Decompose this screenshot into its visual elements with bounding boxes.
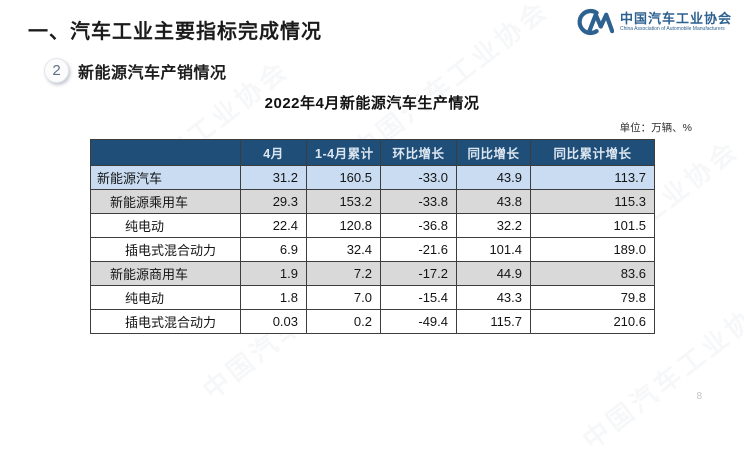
cell-value: -33.0 [380, 165, 457, 190]
cell-value: 210.6 [530, 309, 655, 334]
table-row: 新能源汽车 31.2 160.5 -33.0 43.9 113.7 [90, 165, 655, 190]
section-title: 新能源汽车产销情况 [78, 64, 227, 82]
page-number: 8 [696, 391, 702, 402]
logo-org-name-en: China Association of Automobile Manufact… [619, 25, 725, 32]
cell-value: 43.3 [456, 285, 531, 310]
cell-value: 22.4 [240, 213, 307, 238]
page-title: 一、汽车工业主要指标完成情况 [28, 21, 322, 43]
header-cell-yoy-growth: 同比增长 [456, 139, 531, 166]
cell-value: -15.4 [380, 285, 457, 310]
row-label: 插电式混合动力 [90, 237, 241, 262]
cell-value: 0.2 [306, 309, 381, 334]
cell-value: 32.4 [306, 237, 381, 262]
header-cell-yoy-cumulative-growth: 同比累计增长 [530, 139, 655, 166]
header-cell-cumulative: 1-4月累计 [306, 139, 381, 166]
cell-value: 101.4 [456, 237, 531, 262]
cell-value: 32.2 [456, 213, 531, 238]
cell-value: 115.7 [456, 309, 531, 334]
cell-value: 7.0 [306, 285, 381, 310]
cell-value: 160.5 [306, 165, 381, 190]
row-label: 新能源乘用车 [90, 189, 241, 214]
header-cell-category [90, 139, 241, 166]
logo-org-name-cn: 中国汽车工业协会 [619, 10, 732, 26]
header-cell-mom-growth: 环比增长 [380, 139, 457, 166]
header-cell-april: 4月 [240, 139, 307, 166]
row-label: 插电式混合动力 [90, 309, 241, 334]
cell-value: -49.4 [380, 309, 457, 334]
cell-value: 79.8 [530, 285, 655, 310]
org-logo: 中国汽车工业协会 China Association of Automobile… [572, 8, 732, 36]
cell-value: 0.03 [240, 309, 307, 334]
section-number-badge: 2 [44, 58, 69, 83]
cell-value: 1.8 [240, 285, 307, 310]
cell-value: 31.2 [240, 165, 307, 190]
cell-value: 120.8 [306, 213, 381, 238]
table-row: 新能源商用车 1.9 7.2 -17.2 44.9 83.6 [90, 261, 655, 286]
cell-value: 115.3 [530, 189, 655, 214]
cell-value: 153.2 [306, 189, 381, 214]
production-table: 4月 1-4月累计 环比增长 同比增长 同比累计增长 新能源汽车 31.2 160.… [90, 139, 655, 334]
cell-value: 1.9 [240, 261, 307, 286]
unit-label: 单位：万辆、% [619, 122, 692, 134]
row-label: 纯电动 [90, 285, 241, 310]
cell-value: 44.9 [456, 261, 531, 286]
cell-value: 43.8 [456, 189, 531, 214]
cell-value: -17.2 [380, 261, 457, 286]
cell-value: -21.6 [380, 237, 457, 262]
cell-value: 29.3 [240, 189, 307, 214]
table-header-row: 4月 1-4月累计 环比增长 同比增长 同比累计增长 [90, 139, 655, 166]
cell-value: -33.8 [380, 189, 457, 214]
table-row: 纯电动 22.4 120.8 -36.8 32.2 101.5 [90, 213, 655, 238]
table-row: 插电式混合动力 0.03 0.2 -49.4 115.7 210.6 [90, 309, 655, 334]
table-row: 新能源乘用车 29.3 153.2 -33.8 43.8 115.3 [90, 189, 655, 214]
production-table-body: 新能源汽车 31.2 160.5 -33.0 43.9 113.7 新能源乘用车 29.3 15… [90, 165, 655, 334]
table-row: 插电式混合动力 6.9 32.4 -21.6 101.4 189.0 [90, 237, 655, 262]
table-title: 2022年4月新能源汽车生产情况 [264, 95, 480, 112]
slide: 中国汽车工业协会 中国汽车工业协会 中国汽车工业协会 中国汽车工业协会 中国汽车… [28, 8, 732, 402]
row-label: 新能源商用车 [90, 261, 241, 286]
cell-value: 43.9 [456, 165, 531, 190]
cell-value: 113.7 [530, 165, 655, 190]
cell-value: -36.8 [380, 213, 457, 238]
logo-text: 中国汽车工业协会 China Association of Automobile… [619, 10, 732, 33]
table-row: 纯电动 1.8 7.0 -15.4 43.3 79.8 [90, 285, 655, 310]
cell-value: 189.0 [530, 237, 655, 262]
section-header: 2 新能源汽车产销情况 [44, 58, 227, 83]
row-label: 纯电动 [90, 213, 241, 238]
row-label: 新能源汽车 [90, 165, 241, 190]
logo-cm-icon [572, 8, 614, 36]
cell-value: 7.2 [306, 261, 381, 286]
cell-value: 83.6 [530, 261, 655, 286]
cell-value: 6.9 [240, 237, 307, 262]
cell-value: 101.5 [530, 213, 655, 238]
